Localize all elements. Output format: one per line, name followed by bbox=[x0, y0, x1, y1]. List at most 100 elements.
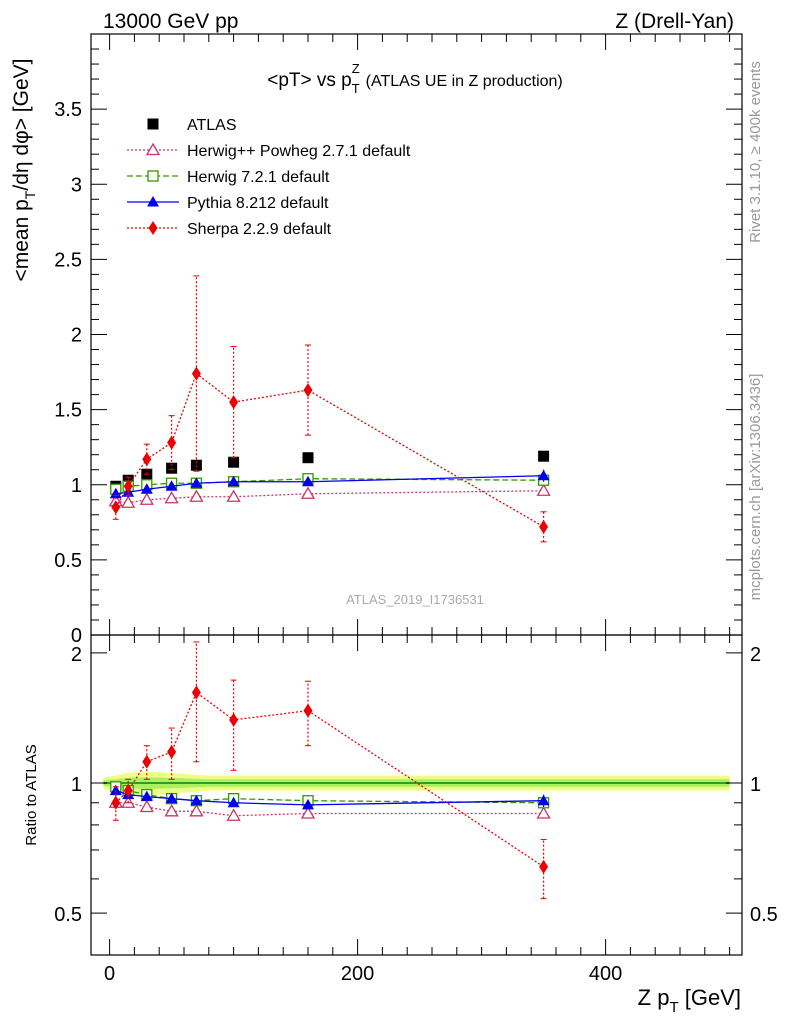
data-point-herwigpp bbox=[164, 804, 179, 817]
data-point-pythia bbox=[537, 469, 550, 481]
data-point-sherpa bbox=[123, 479, 133, 494]
data-point-atlas bbox=[228, 456, 240, 468]
legend-label-sherpa: Sherpa 2.2.9 default bbox=[187, 221, 332, 238]
y-tick-label: 0 bbox=[71, 625, 82, 647]
data-point-sherpa bbox=[191, 366, 201, 381]
ylabel-rest: /dη dφ> [GeV] bbox=[10, 59, 33, 191]
data-point-herwigpp bbox=[164, 490, 179, 504]
data-point-pythia bbox=[190, 794, 203, 806]
legend-label-pythia: Pythia 8.212 default bbox=[187, 195, 329, 212]
data-point-atlas bbox=[538, 450, 550, 462]
data-point-pythia bbox=[302, 798, 314, 810]
ratio-ylabel: Ratio to ATLAS bbox=[23, 744, 40, 845]
data-point-pythia bbox=[302, 475, 314, 487]
series-line-herwigpp bbox=[115, 490, 544, 504]
title-main: <pT> vs p bbox=[267, 70, 352, 91]
main-ticks: 0 0.5 1 1.5 2 2.5 3 3.5 bbox=[54, 34, 742, 647]
legend-label-herwig7: Herwig 7.2.1 default bbox=[187, 169, 330, 186]
data-point-herwigpp bbox=[300, 486, 316, 499]
data-point-pythia bbox=[227, 475, 240, 487]
ratio-y-tick-label-right: 1 bbox=[750, 774, 761, 796]
legend-marker-atlas bbox=[147, 118, 159, 130]
main-panel: 00.511.522.533.5 <pT> vs pTZ(ATLAS UE in… bbox=[10, 33, 743, 647]
legend-marker-herwig7 bbox=[147, 170, 159, 182]
series-line-herwigpp bbox=[115, 802, 544, 817]
ratio-xlabel: Z pT [GeV] bbox=[638, 985, 741, 1016]
data-point-herwigpp bbox=[189, 489, 204, 502]
y-tick-label: 2 bbox=[71, 325, 82, 347]
data-point-sherpa bbox=[167, 744, 177, 759]
ratio-y-tick-label-right: 0.5 bbox=[750, 904, 778, 926]
data-point-herwigpp bbox=[536, 806, 551, 819]
ratio-y-tick-label: 0.5 bbox=[54, 904, 82, 926]
data-point-atlas bbox=[190, 459, 202, 471]
data-point-sherpa bbox=[229, 395, 239, 410]
data-point-pythia bbox=[109, 784, 122, 796]
data-point-pythia bbox=[140, 483, 153, 494]
title-sub: T bbox=[352, 81, 360, 96]
y-tick-label: 1.5 bbox=[54, 400, 82, 422]
data-point-herwigpp bbox=[226, 808, 241, 821]
xlabel-sub: T bbox=[669, 999, 678, 1016]
header-left: 13000 GeV pp bbox=[103, 10, 238, 33]
ratio-panel: 0.5 0.5 1 1 2 2 0 200 400 Ratio to ATLAS Z pT [G… bbox=[23, 634, 778, 1016]
legend-marker-pythia bbox=[147, 196, 159, 207]
y-tick-label: 3.5 bbox=[54, 99, 82, 121]
legend-label-atlas: ATLAS bbox=[187, 117, 237, 134]
data-point-pythia bbox=[537, 794, 550, 806]
data-point-sherpa bbox=[167, 435, 177, 450]
main-ylabel: <mean pT/dη dφ> [GeV] bbox=[10, 59, 38, 282]
y-tick-label: 0.5 bbox=[54, 550, 82, 572]
data-point-pythia bbox=[190, 477, 203, 488]
title-extra: (ATLAS UE in Z production) bbox=[366, 73, 563, 90]
data-point-herwigpp bbox=[300, 806, 316, 819]
watermark: ATLAS_2019_I1736531 bbox=[346, 592, 484, 607]
ylabel-main: <mean p bbox=[10, 199, 33, 281]
ratio-y-tick-label-right: 2 bbox=[750, 644, 761, 666]
data-point-sherpa bbox=[191, 685, 201, 700]
data-point-sherpa bbox=[142, 452, 152, 467]
xlabel-main: Z p bbox=[638, 985, 670, 1010]
ylabel-sub: T bbox=[22, 190, 38, 199]
ratio-frame bbox=[90, 634, 743, 956]
data-point-sherpa bbox=[142, 754, 152, 769]
data-point-sherpa bbox=[111, 795, 121, 810]
data-point-herwigpp bbox=[121, 495, 136, 508]
legend-label-herwigpp: Herwig++ Powheg 2.7.1 default bbox=[187, 143, 411, 160]
main-title: <pT> vs pTZ (ATLAS UE in Z production) bbox=[267, 61, 563, 96]
series-sherpa bbox=[111, 641, 549, 900]
data-point-pythia bbox=[165, 792, 178, 804]
xlabel-rest: [GeV] bbox=[679, 985, 741, 1010]
main-series bbox=[108, 275, 551, 543]
mcplots-label: mcplots.cern.ch [arXiv:1306.3436] bbox=[747, 374, 764, 601]
data-point-herwigpp bbox=[226, 489, 241, 502]
y-tick-label: 3 bbox=[71, 174, 82, 196]
data-point-herwigpp bbox=[139, 492, 154, 505]
ratio-y-tick-label: 2 bbox=[71, 644, 82, 666]
title-sup: Z bbox=[352, 61, 360, 76]
series-herwigpp bbox=[108, 483, 551, 508]
data-point-sherpa bbox=[229, 712, 239, 727]
ratio-ticks: 0.5 0.5 1 1 2 2 0 200 400 bbox=[54, 635, 778, 985]
data-point-herwigpp bbox=[536, 483, 551, 496]
data-point-herwigpp bbox=[189, 804, 204, 817]
ratio-uncertainty-band bbox=[103, 772, 730, 795]
x-tick-label: 200 bbox=[341, 963, 374, 985]
ratio-y-tick-label: 1 bbox=[71, 774, 82, 796]
data-point-atlas bbox=[302, 452, 314, 464]
data-point-sherpa bbox=[303, 383, 313, 398]
data-point-pythia bbox=[165, 480, 178, 491]
data-point-herwigpp bbox=[139, 799, 154, 813]
x-tick-label: 400 bbox=[589, 963, 622, 985]
data-point-sherpa bbox=[111, 500, 121, 515]
data-point-sherpa bbox=[539, 519, 549, 534]
data-point-pythia bbox=[140, 790, 153, 802]
legend-marker-herwigpp bbox=[145, 142, 161, 156]
header-right: Z (Drell-Yan) bbox=[615, 10, 734, 33]
x-tick-label: 0 bbox=[104, 963, 115, 985]
legend-marker-sherpa bbox=[148, 221, 158, 235]
y-tick-label: 1 bbox=[71, 475, 82, 497]
data-point-sherpa bbox=[303, 703, 313, 718]
series-line-sherpa bbox=[115, 372, 544, 528]
